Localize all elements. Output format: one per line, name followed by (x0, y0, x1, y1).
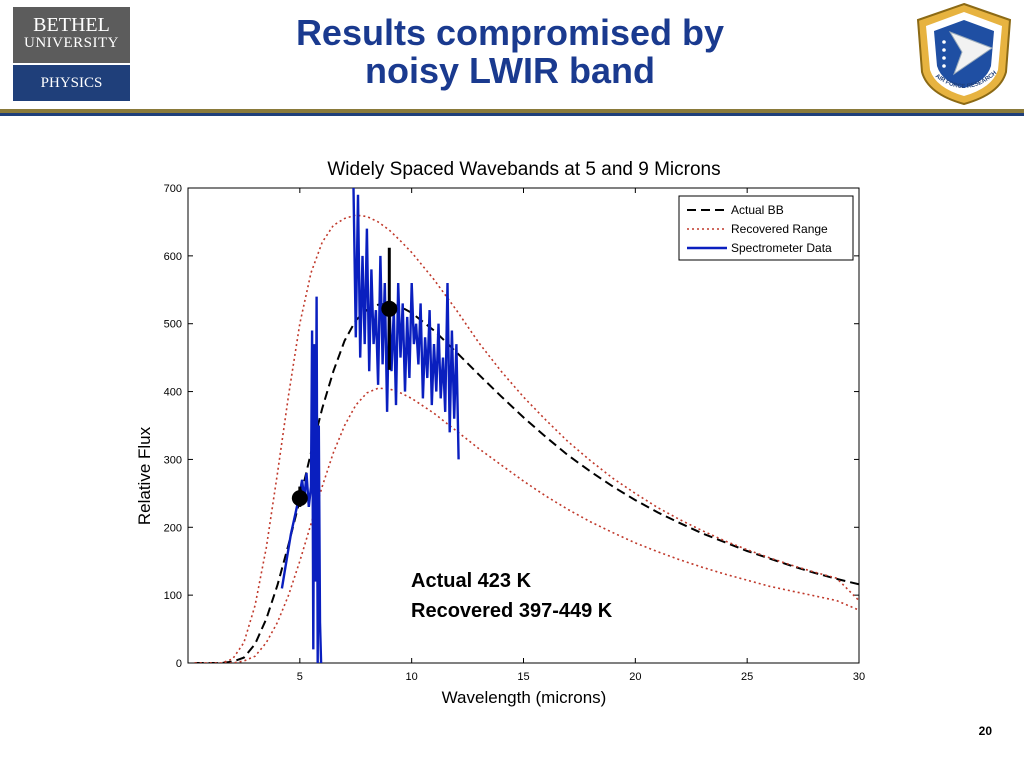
y-tick-label: 700 (164, 183, 182, 195)
logo-line-physics: PHYSICS (13, 65, 130, 101)
legend-label: Spectrometer Data (731, 241, 832, 255)
x-tick-label: 5 (297, 671, 303, 683)
y-tick-label: 600 (164, 251, 182, 263)
series-line-recovered-range (194, 387, 859, 663)
slide-title-line1: Results compromised by (295, 12, 725, 53)
slide-title: Results compromised by noisy LWIR band (200, 14, 820, 90)
y-tick-label: 0 (176, 658, 182, 670)
bethel-university-logo: BETHEL UNIVERSITY PHYSICS (13, 7, 130, 101)
header-rule-gold (0, 109, 1024, 113)
annotation-recovered: Recovered 397-449 K (411, 600, 613, 622)
series-line-spectrometer-data (352, 188, 460, 460)
y-tick-label: 300 (164, 454, 182, 466)
header-rule-blue (0, 113, 1024, 116)
plot-frame (187, 187, 860, 664)
x-tick-label: 30 (853, 671, 865, 683)
logo-line-bethel: BETHEL (33, 14, 110, 36)
x-tick-label: 10 (406, 671, 418, 683)
y-tick-label: 400 (164, 387, 182, 399)
slide-title-line2: noisy LWIR band (364, 50, 655, 91)
band-marker (381, 300, 398, 317)
logo-university-block: BETHEL UNIVERSITY (13, 7, 130, 63)
annotation-actual: Actual 423 K (411, 570, 532, 592)
afrl-emblem-icon: AIR FORCE RESEARCH LABORATORY (910, 2, 1012, 106)
plot-area: 0 100 200 300 400 500 600 700 5 10 15 20 25 30 Actual … (164, 183, 865, 683)
x-tick-label: 15 (517, 671, 529, 683)
logo-line-university: UNIVERSITY (24, 35, 119, 51)
legend-label: Actual BB (731, 203, 784, 217)
spectrum-chart: Widely Spaced Wavebands at 5 and 9 Micro… (135, 159, 865, 707)
x-tick-label: 25 (741, 671, 753, 683)
legend-label: Recovered Range (731, 222, 828, 236)
y-tick-label: 100 (164, 590, 182, 602)
y-tick-label: 500 (164, 319, 182, 331)
series-line-actual-bb (194, 302, 859, 663)
page-number: 20 (978, 724, 992, 738)
legend-box (678, 195, 854, 261)
series-line-recovered-range (194, 214, 859, 663)
chart-title: Widely Spaced Wavebands at 5 and 9 Micro… (327, 159, 720, 180)
x-axis-label: Wavelength (microns) (442, 688, 607, 707)
y-axis-label: Relative Flux (135, 426, 154, 525)
band-marker (291, 490, 308, 507)
x-tick-label: 20 (629, 671, 641, 683)
y-tick-label: 200 (164, 522, 182, 534)
series-line-spectrometer-data (280, 296, 323, 663)
